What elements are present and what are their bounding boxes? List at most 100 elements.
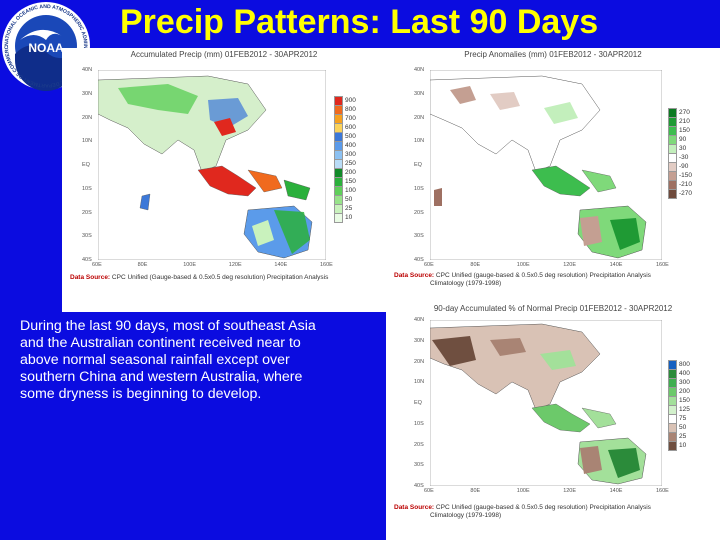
legend-swatch xyxy=(334,212,343,223)
precip-anomaly-map: Precip Anomalies (mm) 01FEB2012 - 30APR2… xyxy=(386,48,720,312)
latitude-label: 40S xyxy=(414,257,424,263)
description-line: southern China and western Australia, wh… xyxy=(20,369,303,385)
logo-text: NOAA xyxy=(28,41,64,55)
longitude-label: 100E xyxy=(516,262,530,268)
legend: 900 800 700 600 500 400 300 250 200 150 100 50 25 10 xyxy=(334,95,360,223)
latitude-label: 20S xyxy=(414,209,424,216)
legend-value: -270 xyxy=(679,190,693,197)
latitude-label: 10S xyxy=(414,185,424,192)
legend: 270 210 150 90 30 -30 -90 -150 -210 -270 xyxy=(668,107,694,199)
legend-value: 500 xyxy=(345,133,356,140)
legend-value: 50 xyxy=(345,196,353,203)
map-canvas xyxy=(430,70,662,260)
latitude-label: 10N xyxy=(414,379,425,386)
map-title: 90-day Accumulated % of Normal Precip 01… xyxy=(433,304,673,313)
latitude-label: 30N xyxy=(82,90,93,97)
longitude-label: 100E xyxy=(516,488,530,494)
legend-value: 800 xyxy=(679,361,690,368)
legend-value: 250 xyxy=(345,160,356,167)
legend-value: 400 xyxy=(679,370,690,377)
longitude-label: 80E xyxy=(470,488,481,494)
legend-value: 25 xyxy=(679,433,687,440)
longitude-label: 100E xyxy=(183,262,197,268)
legend-item: 10 xyxy=(668,440,694,451)
latitude-label: 10N xyxy=(414,138,425,145)
legend-value: -150 xyxy=(679,172,693,179)
legend-value: 300 xyxy=(345,151,356,158)
latitude-label: EQ xyxy=(82,162,90,168)
latitude-label: 30S xyxy=(82,233,92,240)
legend-value: 75 xyxy=(679,415,687,422)
map-title: Precip Anomalies (mm) 01FEB2012 - 30APR2… xyxy=(464,50,642,59)
legend-value: 10 xyxy=(345,214,353,221)
longitude-label: 160E xyxy=(320,262,333,268)
legend-item: -270 xyxy=(668,188,694,199)
latitude-label: 40N xyxy=(82,67,93,73)
slide-description: During the last 90 days, most of southea… xyxy=(20,318,372,403)
legend-value: 210 xyxy=(679,118,690,125)
legend-swatch xyxy=(668,188,677,199)
latitude-label: 20N xyxy=(414,114,425,121)
accumulated-precip-map: Accumulated Precip (mm) 01FEB2012 - 30AP… xyxy=(62,48,386,312)
longitude-label: 160E xyxy=(656,262,669,268)
latitude-label: 30S xyxy=(414,462,424,469)
legend-value: -90 xyxy=(679,163,689,170)
legend-value: 125 xyxy=(679,406,690,413)
latitude-label: 30N xyxy=(414,90,425,97)
latitude-label: EQ xyxy=(414,162,422,168)
legend: 800 400 300 200 150 125 75 50 25 10 xyxy=(668,359,694,451)
legend-value: 270 xyxy=(679,109,690,116)
legend-value: 700 xyxy=(345,115,356,122)
latitude-label: 40N xyxy=(414,67,425,73)
description-line: and the Australian continent received ne… xyxy=(20,335,301,351)
latitude-label: 10S xyxy=(414,420,424,427)
legend-item: 10 xyxy=(334,212,360,223)
data-source: Data Source: CPC Unified (gauge-based & … xyxy=(394,272,651,287)
legend-value: 300 xyxy=(679,379,690,386)
longitude-label: 60E xyxy=(424,488,434,494)
longitude-label: 80E xyxy=(470,262,481,268)
legend-value: 10 xyxy=(679,442,687,449)
latitude-label: 20S xyxy=(82,209,92,216)
map-title: Accumulated Precip (mm) 01FEB2012 - 30AP… xyxy=(130,50,318,59)
legend-value: 150 xyxy=(345,178,356,185)
legend-swatch xyxy=(668,440,677,451)
longitude-label: 60E xyxy=(424,262,434,268)
longitude-label: 60E xyxy=(92,262,102,268)
map-canvas xyxy=(98,70,326,260)
description-line: above normal seasonal rainfall except ov… xyxy=(20,352,290,368)
legend-value: 25 xyxy=(345,205,353,212)
longitude-label: 120E xyxy=(228,262,242,268)
latitude-label: 40N xyxy=(414,317,425,323)
legend-value: 600 xyxy=(345,124,356,131)
legend-value: 90 xyxy=(679,136,687,143)
longitude-label: 160E xyxy=(656,488,669,494)
legend-value: 50 xyxy=(679,424,687,431)
latitude-label: EQ xyxy=(414,400,422,406)
latitude-label: 10N xyxy=(82,138,93,145)
legend-value: 800 xyxy=(345,106,356,113)
legend-value: 200 xyxy=(679,388,690,395)
percent-of-normal-map: 90-day Accumulated % of Normal Precip 01… xyxy=(386,302,720,540)
slide-title: Precip Patterns: Last 90 Days xyxy=(120,3,599,41)
longitude-label: 140E xyxy=(609,488,623,494)
latitude-label: 20N xyxy=(82,114,93,121)
legend-value: 400 xyxy=(345,142,356,149)
longitude-label: 80E xyxy=(137,262,148,268)
description-line: some dryness is beginning to develop. xyxy=(20,386,262,402)
latitude-label: 40S xyxy=(414,483,424,489)
longitude-label: 140E xyxy=(609,262,623,268)
legend-value: -210 xyxy=(679,181,693,188)
description-line: During the last 90 days, most of southea… xyxy=(20,318,316,334)
legend-value: 150 xyxy=(679,397,690,404)
longitude-label: 140E xyxy=(274,262,288,268)
longitude-label: 120E xyxy=(563,262,577,268)
latitude-label: 30S xyxy=(414,233,424,240)
latitude-label: 10S xyxy=(82,185,92,192)
latitude-label: 20S xyxy=(414,441,424,448)
latitude-label: 20N xyxy=(414,358,425,365)
legend-value: -30 xyxy=(679,154,689,161)
longitude-label: 120E xyxy=(563,488,577,494)
legend-value: 150 xyxy=(679,127,690,134)
legend-value: 200 xyxy=(345,169,356,176)
